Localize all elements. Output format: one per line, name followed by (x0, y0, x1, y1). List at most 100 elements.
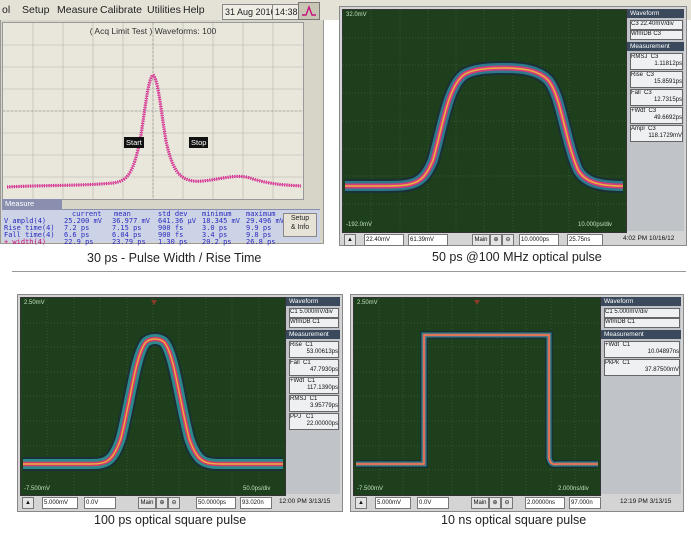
table-cell: 1.30 ps (158, 238, 188, 246)
sidebar: Waveform C1 5.000mV/div WfmDB C1 Measure… (601, 297, 681, 494)
waveform-icon[interactable] (298, 2, 320, 20)
offset-field[interactable]: 0.0V (417, 497, 449, 509)
bottom-toolbar: ▲ 22.40mV 61.39mV Main ⊕ ⊖ 10.0000ps 25.… (342, 232, 686, 246)
table-cell: 26.8 ps (246, 238, 276, 246)
bottom-toolbar: ▲ 5.000mV 0.0V Main ⊕ ⊖ 2.00000ns 97.000… (353, 495, 683, 509)
table-cell: 9.9 ps (246, 224, 272, 232)
measurement-item[interactable]: PPJ C1 22.00000ps (289, 413, 339, 430)
table-cell: 22.9 ps (64, 238, 94, 246)
meas-label: RMSJ C1 (290, 396, 318, 402)
table-cell: 36.977 mV (112, 217, 150, 225)
meas-value: 3.95779ps (309, 403, 338, 409)
meas-value: 118.1729mV (648, 133, 682, 139)
table-cell: 6.04 ps (112, 231, 142, 239)
waveform-screen[interactable]: ( Acq Limit Test ) Waveforms: 100 Start … (2, 22, 304, 200)
measurement-item[interactable]: Rise C3 15.8591ps (630, 71, 683, 88)
bottom-toolbar: ▲ 5.000mV 0.0V Main ⊕ ⊖ 50.0000ps 93.020… (20, 495, 342, 509)
scope-panel-1: ol Setup Measure Calibrate Utilities Hel… (0, 0, 691, 246)
position-field[interactable]: 25.75ns (567, 234, 603, 246)
timebase-field[interactable]: 50.0000ps (196, 497, 236, 509)
measurement-item[interactable]: RMSJ C1 3.95779ps (289, 395, 339, 412)
top-scale-label: 2.50mV (357, 300, 378, 306)
offset-field[interactable]: 0.0V (84, 497, 116, 509)
zoom-out-icon[interactable]: ⊖ (501, 497, 513, 509)
scroll-up-icon[interactable]: ▲ (344, 234, 356, 246)
info-label: & Info (290, 224, 310, 231)
meas-value: 53.00613ps (306, 349, 338, 355)
offset-field[interactable]: 61.39mV (408, 234, 448, 246)
measurement-item[interactable]: +Wdt C1 10.04897ns (604, 341, 680, 358)
menu-item-tools[interactable]: ol (2, 4, 11, 16)
caption-panel-2: 50 ps @100 MHz optical pulse (432, 250, 602, 264)
meas-label: Fall C1 (290, 360, 311, 366)
position-field[interactable]: 97.000n (569, 497, 601, 509)
timebase-field[interactable]: 2.00000ns (525, 497, 565, 509)
waveform-item[interactable]: WfmDB C1 (289, 318, 339, 328)
waveform-screen[interactable]: 2.50mV -7.500mV 50.0ps/div (20, 297, 286, 496)
zoom-in-icon[interactable]: ⊕ (490, 234, 502, 246)
position-field[interactable]: 93.020n (240, 497, 272, 509)
meas-label: +Wdt C1 (605, 342, 631, 348)
measurement-item[interactable]: RMSJ C3 1.11812ps (630, 53, 683, 70)
timebase-field[interactable]: 10.0000ps (519, 234, 559, 246)
waveform-item[interactable]: WfmDB C3 (630, 30, 683, 40)
meas-label: PkPk C1 (605, 360, 631, 366)
row-label: Fall time(4) (4, 231, 55, 239)
waveform-screen[interactable]: 2.50mV -7.500mV 2.000ns/div (353, 297, 601, 496)
col-header-stddev: std dev (158, 210, 188, 218)
measurement-item[interactable]: Ampl C3 118.1729mV (630, 125, 683, 142)
zoom-in-icon[interactable]: ⊕ (156, 497, 168, 509)
waveform-item[interactable]: C3 22.40mV/div (630, 20, 683, 30)
measurement-item[interactable]: Fall C3 12.7315ps (630, 89, 683, 106)
vertical-scale-field[interactable]: 5.000mV (375, 497, 411, 509)
measurement-item[interactable]: +Wdt C3 49.6692ps (630, 107, 683, 124)
table-cell: 900 fs (158, 224, 184, 232)
start-marker[interactable]: Start (124, 137, 144, 148)
col-header-mean: mean (114, 210, 131, 218)
menu-item-utilities[interactable]: Utilities (147, 4, 181, 16)
waveform-item[interactable]: C1 5.000mV/div (604, 308, 680, 318)
scope-panel-4: 2.50mV -7.500mV 2.000ns/div Waveform C1 … (350, 294, 684, 512)
measurement-item[interactable]: Rise C1 53.00613ps (289, 341, 339, 358)
menu-item-setup[interactable]: Setup (22, 4, 50, 16)
top-scale-label: 2.50mV (24, 300, 45, 306)
measurement-item[interactable]: +Wdt C1 117.1390ps (289, 377, 339, 394)
scroll-up-icon[interactable]: ▲ (22, 497, 34, 509)
vertical-scale-field[interactable]: 22.40mV (364, 234, 404, 246)
measurement-header: Measurement (286, 330, 340, 339)
vertical-scale-field[interactable]: 5.000mV (42, 497, 78, 509)
main-button[interactable]: Main (472, 234, 490, 246)
main-button[interactable]: Main (471, 497, 489, 509)
zoom-in-icon[interactable]: ⊕ (489, 497, 501, 509)
sidebar: Waveform C1 5.000mV/div WfmDB C1 Measure… (286, 297, 340, 494)
waveform-item[interactable]: C1 5.000mV/div (289, 308, 339, 318)
waveform-screen[interactable]: 32.0mV -192.0mV 10.000ps/div (342, 9, 627, 233)
scroll-up-icon[interactable]: ▲ (355, 497, 367, 509)
table-cell: 23.79 ps (112, 238, 146, 246)
time-display: 14:38 (272, 4, 301, 20)
zoom-out-icon[interactable]: ⊖ (168, 497, 180, 509)
timestamp: 12:00 PM 3/13/15 (279, 498, 331, 505)
stop-marker[interactable]: Stop (189, 137, 209, 148)
menu-item-help[interactable]: Help (183, 4, 205, 16)
scope-panel-2: 32.0mV -192.0mV 10.000ps/div Waveform C3… (339, 6, 687, 246)
caption-panel-1: 30 ps - Pulse Width / Rise Time (87, 251, 262, 265)
zoom-out-icon[interactable]: ⊖ (502, 234, 514, 246)
main-button[interactable]: Main (138, 497, 156, 509)
meas-value: 15.8591ps (653, 79, 682, 85)
meas-label: Rise C1 (290, 342, 314, 348)
table-cell: 9.8 ps (246, 231, 272, 239)
screen-title: ( Acq Limit Test ) Waveforms: 100 (89, 26, 217, 36)
top-scale-label: 32.0mV (346, 12, 367, 18)
waveform-item[interactable]: WfmDB C1 (604, 318, 680, 328)
meas-label: RMSJ C3 (631, 54, 659, 60)
measure-tab[interactable]: Measure (2, 199, 62, 209)
table-cell: 6.6 ps (64, 231, 90, 239)
menu-item-calibrate[interactable]: Calibrate (100, 4, 143, 16)
setup-info-button[interactable]: Setup & Info (283, 213, 317, 237)
menu-item-measure[interactable]: Measure (57, 4, 98, 16)
measurement-item[interactable]: Fall C1 47.7930ps (289, 359, 339, 376)
bottom-scale-label: -7.500mV (357, 486, 384, 492)
measurement-item[interactable]: PkPk C1 37.87500mV (604, 359, 680, 376)
table-cell: 20.2 ps (202, 238, 232, 246)
